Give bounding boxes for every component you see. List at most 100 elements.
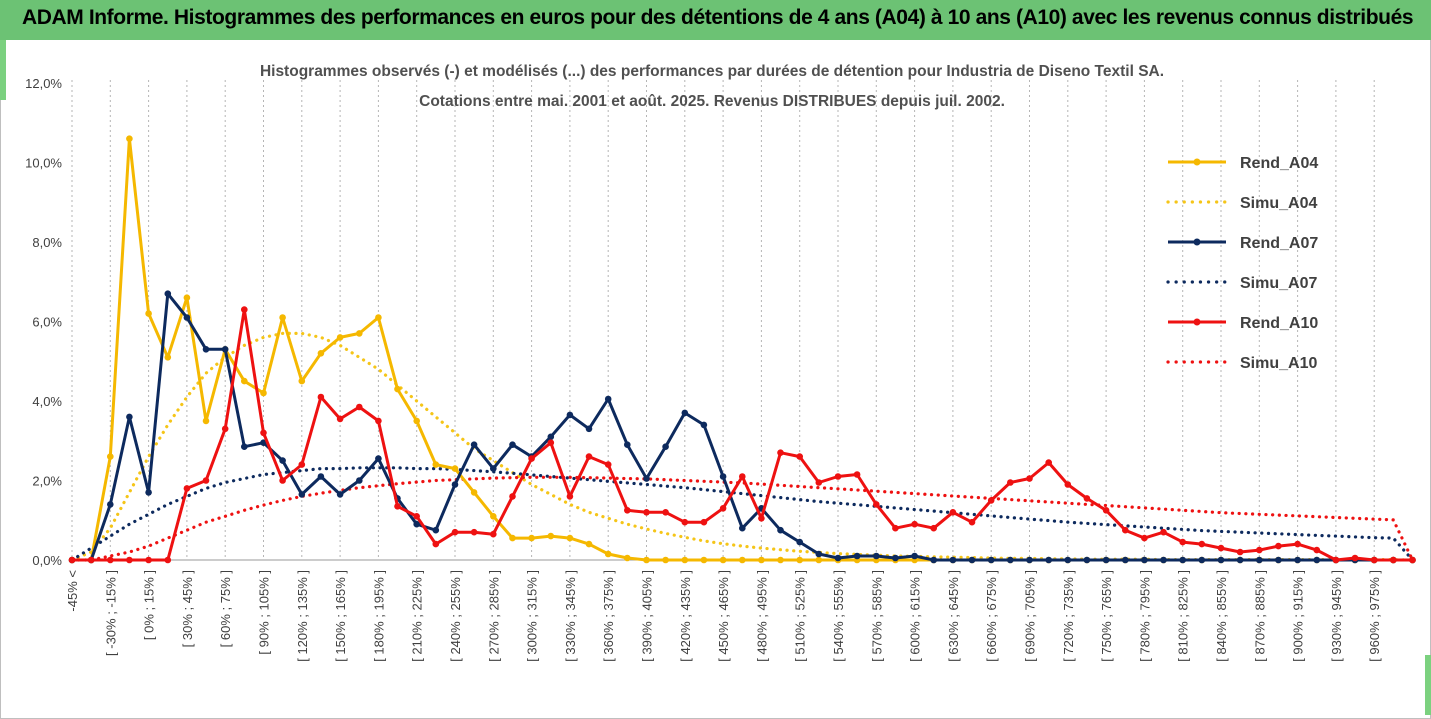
data-point (1083, 495, 1091, 502)
data-point (164, 354, 172, 361)
data-point (796, 453, 803, 460)
data-point (700, 556, 708, 564)
data-point (873, 552, 880, 560)
data-point (547, 439, 555, 447)
data-point (796, 538, 803, 546)
x-tick-label: [ 450% ; 465% ] (716, 570, 731, 662)
series-line-rend-a07 (72, 292, 1413, 562)
legend-label: Simu_A07 (1240, 275, 1317, 292)
x-tick-label: [ 420% ; 435% ] (678, 570, 693, 662)
data-point (279, 477, 286, 484)
data-point (336, 334, 344, 341)
data-point (1102, 507, 1110, 514)
data-point (413, 513, 421, 520)
legend-label: Rend_A10 (1240, 315, 1318, 332)
data-point (298, 491, 306, 498)
data-point (1294, 556, 1301, 564)
data-point (1217, 544, 1225, 552)
data-point (624, 507, 631, 514)
data-point (298, 377, 306, 385)
data-point (1064, 481, 1072, 488)
data-point (777, 556, 784, 564)
data-point (1275, 556, 1282, 564)
data-point (413, 417, 421, 425)
x-tick-label: [ 900% ; 915% ] (1291, 570, 1306, 662)
data-point (853, 552, 861, 560)
x-tick-label: [ 540% ; 555% ] (831, 570, 846, 662)
data-point (279, 457, 286, 464)
data-point (739, 473, 746, 480)
data-point (585, 453, 593, 460)
data-point (107, 453, 114, 460)
data-point (317, 473, 325, 480)
data-point (1160, 528, 1167, 536)
data-point (490, 530, 497, 538)
data-point (183, 294, 191, 301)
data-point (451, 528, 459, 536)
data-point (470, 489, 478, 496)
legend-label: Rend_A04 (1240, 155, 1318, 172)
data-point (432, 540, 440, 548)
x-tick-label: [ 60% ; 75% ] (218, 570, 233, 647)
data-point (662, 509, 669, 516)
data-point (681, 556, 689, 564)
legend-marker (1193, 238, 1201, 246)
data-point (1160, 556, 1167, 564)
x-tick-label: [ 870% ; 885% ] (1252, 570, 1267, 662)
x-tick-label: [ 360% ; 375% ] (601, 570, 616, 662)
x-tick-label: [ 660% ; 675% ] (984, 570, 999, 662)
y-tick-label: 12,0% (25, 76, 62, 91)
data-point (241, 306, 248, 313)
data-point (930, 556, 937, 564)
data-point (1217, 556, 1225, 564)
y-tick-label: 4,0% (32, 394, 62, 409)
data-point (815, 550, 823, 558)
data-point (528, 534, 535, 542)
data-point (164, 290, 172, 297)
data-point (987, 556, 995, 564)
data-point (432, 526, 440, 534)
data-point (873, 501, 880, 508)
x-tick-label: [ 840% ; 855% ] (1214, 570, 1229, 662)
x-axis-ticks: -45% < [ -30% ; -15% ] [ 0% ; 15% ] [ 30% ;… (65, 570, 1382, 662)
frame-corner-accent (1425, 655, 1431, 715)
data-point (528, 455, 535, 462)
data-point (298, 461, 306, 468)
data-point (758, 515, 765, 522)
y-tick-label: 8,0% (32, 235, 62, 250)
data-point (107, 501, 114, 508)
data-point (1122, 556, 1129, 564)
data-point (1256, 556, 1263, 564)
data-point (145, 556, 152, 564)
x-tick-label: [ 270% ; 285% ] (486, 570, 501, 662)
data-point (451, 481, 459, 488)
data-point (643, 475, 650, 482)
data-point (662, 443, 669, 451)
legend-marker (1193, 318, 1201, 326)
x-tick-label: [ 510% ; 525% ] (793, 570, 808, 662)
x-tick-label: [ 780% ; 795% ] (1137, 570, 1152, 662)
y-tick-label: 10,0% (25, 156, 62, 171)
data-point (719, 505, 727, 512)
data-point (394, 385, 401, 393)
x-tick-label: [ 0% ; 15% ] (142, 570, 157, 640)
data-point (930, 524, 937, 532)
data-point (681, 518, 689, 526)
data-point (758, 556, 765, 564)
legend-marker (1193, 158, 1201, 166)
data-point (68, 556, 76, 564)
data-point (796, 556, 803, 564)
data-point (221, 425, 229, 433)
series-line-simu-a10 (70, 475, 1415, 562)
legend-label: Rend_A07 (1240, 235, 1318, 252)
data-point (260, 439, 267, 447)
data-point (968, 556, 976, 564)
data-point (183, 485, 191, 492)
data-point (1064, 556, 1072, 564)
data-point (375, 417, 382, 425)
data-point (1179, 556, 1186, 564)
legend-label: Simu_A10 (1240, 355, 1317, 372)
data-point (643, 509, 650, 516)
data-point (1390, 556, 1397, 564)
data-point (739, 524, 746, 532)
